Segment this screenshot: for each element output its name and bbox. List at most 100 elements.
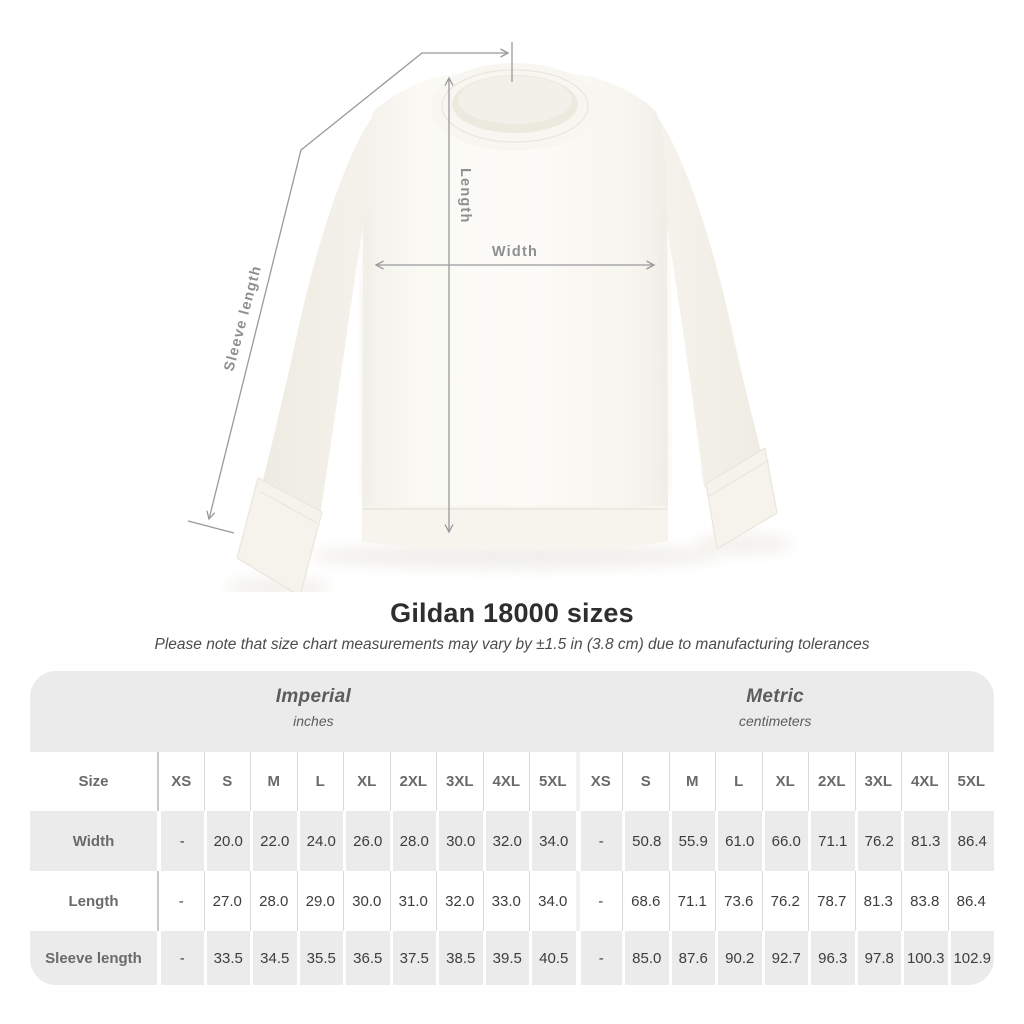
size-header-cell: XL (343, 752, 390, 811)
size-header-cell: L (715, 752, 762, 811)
measurement-annotations (187, 42, 656, 534)
value-cell: 97.8 (854, 931, 902, 985)
imperial-section-title: Imperial (275, 686, 352, 707)
sweatshirt-illustration: Width Length Sleeve length (187, 42, 794, 592)
metric-section-unit: centimeters (738, 713, 812, 729)
value-cell: 92.7 (761, 931, 809, 985)
value-cell: 81.3 (901, 811, 948, 871)
value-cell: 86.4 (947, 871, 995, 931)
value-cell: 66.0 (761, 811, 809, 871)
row-label: Length (68, 892, 119, 910)
value-cell: 81.3 (854, 871, 902, 931)
measurement-row-width: Width -20.0 22.0 24.0 26.0 28.0 30.0 32.0 34.0-5… (30, 811, 994, 871)
size-header-cell: 5XL (529, 752, 576, 811)
size-header-cell: L (296, 752, 344, 811)
value-cell: 90.2 (715, 931, 762, 985)
cuff-tick (187, 520, 235, 534)
value-cell: 28.0 (250, 871, 297, 931)
size-header-cell: XS (157, 752, 204, 811)
value-cell: 100.3 (901, 931, 948, 985)
sweatshirt-diagram: Width Length Sleeve length (187, 42, 794, 592)
metric-section-title: Metric (746, 686, 805, 707)
sweatshirt-graphic (236, 63, 778, 592)
sleeve-length-line (206, 48, 510, 521)
value-cell: 35.5 (296, 931, 344, 985)
size-header-cell: 5XL (947, 752, 995, 811)
right-cuff (705, 447, 778, 550)
value-cell: 87.6 (668, 931, 716, 985)
value-cell: 102.9 (947, 931, 995, 985)
size-column-header: Size (78, 773, 109, 790)
size-header-row: Size XS S M L XL 2XL 3XL 4XL 5XL XS S M L XL 2XL 3XL 4XL 5… (30, 752, 994, 811)
value-cell: 34.0 (529, 871, 576, 931)
value-cell: - (157, 811, 204, 871)
value-cell: 34.5 (250, 931, 297, 985)
value-cell: 31.0 (389, 871, 437, 931)
value-cell: 33.5 (203, 931, 251, 985)
width-measure-label: Width (492, 244, 538, 260)
value-cell: 28.0 (389, 811, 437, 871)
value-cell: - (157, 871, 204, 931)
value-cell: 68.6 (622, 871, 669, 931)
imperial-section-header: Imperial inches (276, 686, 351, 729)
size-header-cell: 2XL (389, 752, 437, 811)
value-cell: 76.2 (761, 871, 809, 931)
value-cell: 96.3 (808, 931, 855, 985)
value-cell: 86.4 (947, 811, 995, 871)
row-label: Sleeve length (45, 949, 142, 967)
value-cell: 22.0 (250, 811, 297, 871)
value-cell: 61.0 (715, 811, 762, 871)
size-header-cell: 3XL (854, 752, 902, 811)
value-cell: 27.0 (203, 871, 251, 931)
value-cell: 55.9 (668, 811, 716, 871)
measurement-row-length: Length -27.0 28.0 29.0 30.0 31.0 32.0 33.0 34.0-… (30, 871, 994, 931)
value-cell: 26.0 (343, 811, 390, 871)
value-cell: 83.8 (901, 871, 948, 931)
page-title: Gildan 18000 sizes (390, 598, 634, 628)
value-cell: - (575, 811, 623, 871)
row-label: Width (72, 832, 115, 850)
size-header-cell: 2XL (808, 752, 855, 811)
value-cell: 50.8 (622, 811, 669, 871)
size-header-cell: XL (761, 752, 809, 811)
measurement-row-sleeve-length: Sleeve length -33.5 34.5 35.5 36.5 37.5 38.5 39… (30, 931, 994, 985)
length-measure-label: Length (457, 168, 473, 224)
value-cell: - (157, 931, 204, 985)
garment-shadow (226, 534, 794, 592)
size-header-cell: 4XL (482, 752, 530, 811)
value-cell: 24.0 (296, 811, 344, 871)
value-cell: 78.7 (808, 871, 855, 931)
size-table: Imperial inches Metric centimeters Size X… (30, 671, 994, 985)
metric-section-header: Metric centimeters (739, 686, 811, 729)
value-cell: 33.0 (482, 871, 530, 931)
size-header-cell: 3XL (436, 752, 483, 811)
value-cell: 39.5 (482, 931, 530, 985)
value-cell: - (575, 871, 623, 931)
imperial-section-unit: inches (293, 713, 334, 729)
value-cell: 32.0 (482, 811, 530, 871)
size-table-rows: Size XS S M L XL 2XL 3XL 4XL 5XL XS S M L XL 2XL 3XL 4XL 5… (30, 752, 994, 985)
value-cell: 30.0 (343, 871, 390, 931)
value-cell: 71.1 (808, 811, 855, 871)
value-cell: 38.5 (436, 931, 483, 985)
size-header-cell: S (622, 752, 669, 811)
size-header-cell: 4XL (901, 752, 948, 811)
value-cell: 32.0 (436, 871, 483, 931)
value-cell: 73.6 (715, 871, 762, 931)
size-header-cell: S (203, 752, 251, 811)
size-header-cell: M (250, 752, 297, 811)
tolerance-note: Please note that size chart measurements… (154, 636, 870, 653)
value-cell: 85.0 (622, 931, 669, 985)
value-cell: 29.0 (296, 871, 344, 931)
value-cell: - (575, 931, 623, 985)
unit-section-band: Imperial inches Metric centimeters (30, 671, 994, 752)
waistband (362, 506, 668, 550)
value-cell: 40.5 (529, 931, 576, 985)
value-cell: 36.5 (343, 931, 390, 985)
value-cell: 20.0 (203, 811, 251, 871)
right-sleeve (597, 78, 761, 488)
value-cell: 71.1 (668, 871, 716, 931)
value-cell: 37.5 (389, 931, 437, 985)
size-header-cell: XS (575, 752, 623, 811)
